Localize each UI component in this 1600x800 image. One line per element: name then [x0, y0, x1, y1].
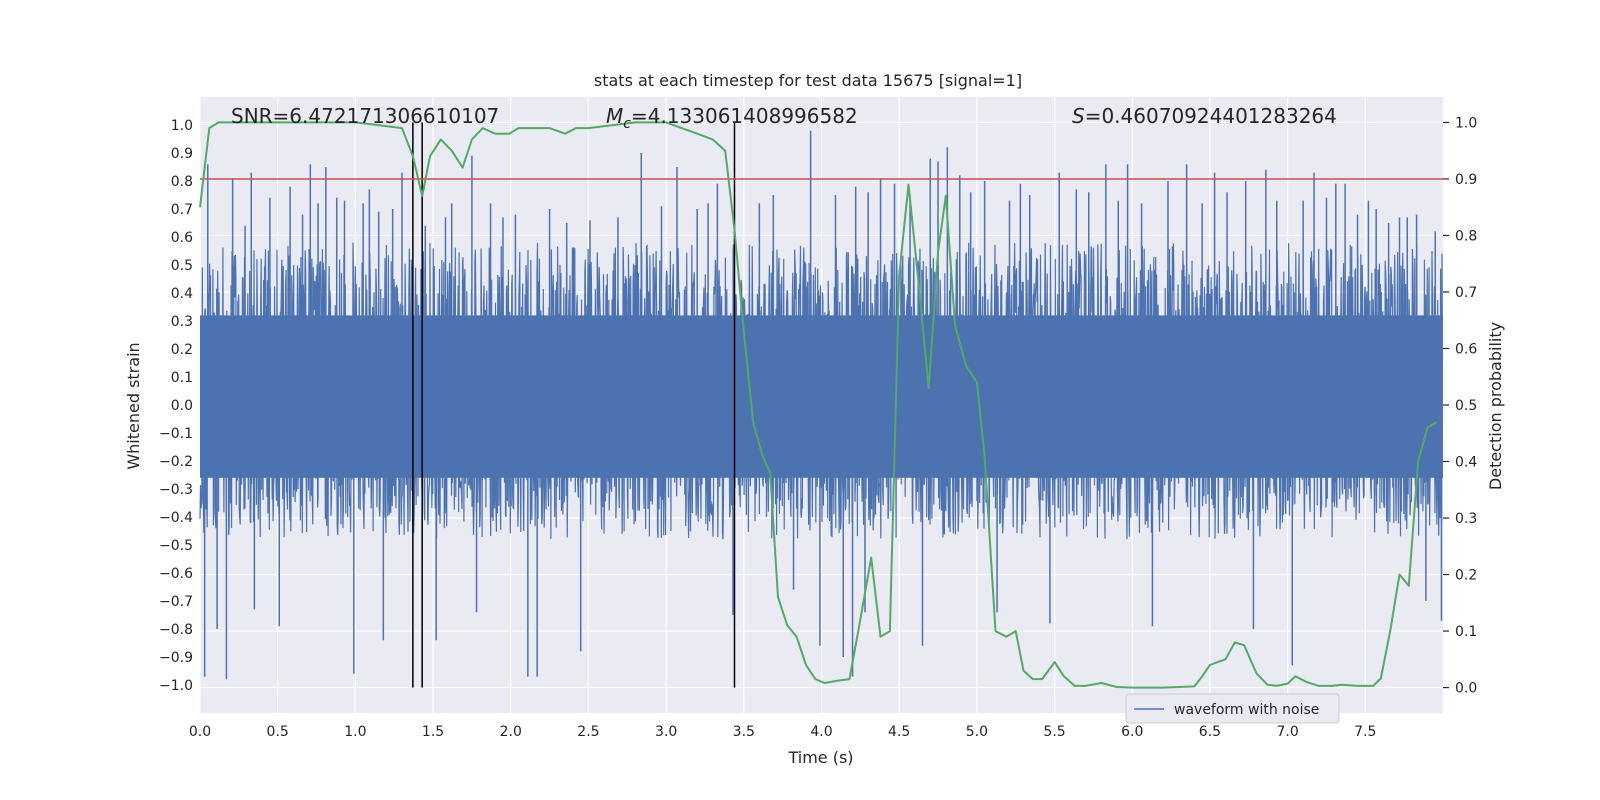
legend: waveform with noise — [1125, 693, 1340, 724]
x-tick-label: 1.0 — [344, 724, 366, 740]
y-tick-label: −0.1 — [159, 426, 193, 442]
y-tick-label: −1.0 — [159, 678, 193, 694]
chirp-mass-value: =4.133061408996582 — [631, 104, 858, 128]
x-tick-label: 5.0 — [966, 724, 988, 740]
x-axis-label: Time (s) — [787, 748, 853, 767]
snr-annotation: SNR=6.472171306610107 — [231, 104, 499, 128]
y-tick-label: −0.6 — [159, 566, 193, 582]
y-tick-label: 0.8 — [171, 174, 193, 190]
y2-tick-label: 0.8 — [1455, 228, 1477, 244]
y-tick-label: 0.1 — [171, 370, 193, 386]
y2-tick-label: 0.9 — [1455, 172, 1477, 188]
s-annotation: S=0.46070924401283264 — [1072, 104, 1337, 128]
x-tick-label: 0.0 — [189, 724, 211, 740]
x-tick-label: 3.0 — [655, 724, 677, 740]
x-tick-labels: 0.0 0.5 1.0 1.5 2.0 2.5 3.0 3.5 4.0 4.5 5.0 5.5 6.0 6… — [189, 724, 1377, 740]
y2-tick-label: 0.3 — [1455, 511, 1477, 527]
y2-axis-label: Detection probability — [1486, 322, 1505, 490]
x-tick-label: 4.0 — [810, 724, 832, 740]
y-tick-label: 0.3 — [171, 314, 193, 330]
y2-tick-label: 0.0 — [1455, 681, 1477, 697]
x-tick-label: 4.5 — [888, 724, 910, 740]
x-tick-label: 3.5 — [733, 724, 755, 740]
x-tick-label: 6.0 — [1121, 724, 1143, 740]
y-tick-label: −0.9 — [159, 650, 193, 666]
chart-title: stats at each timestep for test data 156… — [594, 71, 1022, 90]
y-tick-label: −0.7 — [159, 594, 193, 610]
segment-boundaries — [412, 122, 736, 688]
chirp-mass-subscript: c — [623, 116, 631, 132]
y-tick-label: 0.6 — [171, 230, 193, 246]
y-tick-label: 1.0 — [171, 118, 193, 134]
y-tick-labels: 1.0 0.9 0.8 0.7 0.6 0.5 0.4 0.3 0.2 0.1 0.0 −0.1 −0.… — [159, 118, 193, 694]
y-tick-label: −0.3 — [159, 482, 193, 498]
y-axis-label: Whitened strain — [124, 342, 143, 469]
y-tick-label: 0.0 — [171, 398, 193, 414]
chirp-mass-annotation: Mc=4.133061408996582 — [606, 104, 858, 132]
y-tick-label: −0.2 — [159, 454, 193, 470]
x-tick-label: 6.5 — [1199, 724, 1221, 740]
waveform-series — [199, 130, 1444, 680]
y-tick-label: −0.4 — [159, 510, 193, 526]
y-tick-label: 0.9 — [171, 146, 193, 162]
probability-line — [199, 121, 1438, 689]
x-tick-label: 0.5 — [267, 724, 289, 740]
y-tick-label: −0.5 — [159, 538, 193, 554]
y2-tick-label: 0.7 — [1455, 285, 1477, 301]
y-tick-label: 0.2 — [171, 342, 193, 358]
y2-tick-label: 0.4 — [1455, 455, 1477, 471]
probability-series — [199, 121, 1438, 689]
waveform-band — [200, 315, 1443, 478]
y2-tick-label: 0.1 — [1455, 624, 1477, 640]
x-tick-label: 5.5 — [1043, 724, 1065, 740]
legend-entry-waveform: waveform with noise — [1174, 702, 1319, 718]
y-tick-label: 0.4 — [171, 286, 193, 302]
x-tick-label: 7.0 — [1276, 724, 1298, 740]
y-tick-label: 0.5 — [171, 258, 193, 274]
s-value: =0.46070924401283264 — [1085, 104, 1337, 128]
legend-box — [1125, 693, 1340, 724]
x-tick-label: 2.0 — [500, 724, 522, 740]
x-tick-label: 7.5 — [1354, 724, 1376, 740]
chirp-mass-symbol: M — [606, 104, 623, 128]
x-tick-label: 2.5 — [577, 724, 599, 740]
y2-tick-label: 0.6 — [1455, 341, 1477, 357]
s-symbol: S — [1072, 104, 1085, 128]
y2-tick-labels: 1.0 0.9 0.8 0.7 0.6 0.5 0.4 0.3 0.2 0.1 0.0 — [1443, 115, 1477, 697]
y2-tick-label: 1.0 — [1455, 115, 1477, 131]
y2-tick-label: 0.2 — [1455, 568, 1477, 584]
y2-tick-label: 0.5 — [1455, 398, 1477, 414]
y-tick-label: −0.8 — [159, 622, 193, 638]
y-tick-label: 0.7 — [171, 202, 193, 218]
x-tick-label: 1.5 — [422, 724, 444, 740]
